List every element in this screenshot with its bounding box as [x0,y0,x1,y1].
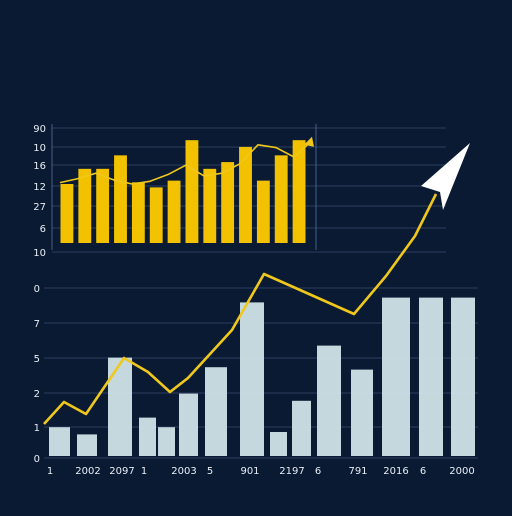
main-x-tick-label: 2197 [279,466,304,477]
inset-y-tick-label: 27 [33,202,46,213]
main-x-tick-label: 2016 [383,466,408,477]
inset-bar [60,184,74,243]
main-x-tick-label: 1 [47,466,53,477]
main-y-tick-label: 1 [34,423,40,434]
main-bar [451,297,475,456]
inset-bar [114,155,127,243]
main-bar [158,427,175,456]
main-bar [270,432,287,456]
inset-bar [149,187,163,243]
inset-bar [131,182,145,243]
main-bar [292,400,311,456]
main-bar [179,393,198,456]
inset-trend-line [59,140,313,185]
inset-bar [78,168,92,243]
inset-bar [239,146,252,243]
main-bar [317,345,341,456]
inset-bar [274,155,288,243]
main-bar [205,367,227,456]
main-trend-arrowhead [421,143,470,210]
inset-trend-arrowhead [304,136,314,147]
inset-y-tick-label: 12 [33,182,46,193]
main-x-tick-label: 6 [420,466,426,477]
inset-bar [221,162,235,243]
main-y-tick-label: 0 [34,284,40,295]
inset-bar [185,140,199,243]
main-y-tick-label: 2 [34,389,40,400]
main-x-tick-label: 2097 [109,466,134,477]
main-y-tick-label: 0 [34,454,40,465]
main-x-tick-label: 2000 [449,466,474,477]
inset-bar [96,168,110,243]
main-bar [240,302,264,456]
main-bar [351,369,373,456]
inset-chart: 90 10 16 12 27 6 10 [33,124,446,259]
inset-y-tick-label: 90 [33,124,46,135]
main-y-tick-label: 7 [34,319,40,330]
main-x-tick-label: 1 [141,466,147,477]
main-bar [139,417,156,456]
inset-y-tick-label: 16 [33,161,46,172]
main-x-tick-label: 5 [207,466,213,477]
inset-y-tick-label: 10 [33,143,46,154]
main-x-tick-label: 6 [315,466,321,477]
main-x-tick-label: 2002 [75,466,100,477]
inset-bar [167,180,181,243]
main-x-tick-label: 791 [348,466,367,477]
inset-bar [292,140,306,243]
main-trend-line [43,193,438,425]
main-x-tick-label: 901 [240,466,259,477]
inset-y-tick-label: 6 [40,224,46,235]
main-bar [108,357,132,456]
main-x-tick-label: 2003 [171,466,196,477]
inset-bar [203,168,217,243]
inset-y-tick-label: 10 [33,248,46,259]
inset-bar [256,180,270,243]
main-bar [382,297,410,456]
main-bar [419,297,443,456]
main-bar [77,434,97,456]
main-bar [49,427,70,456]
main-y-tick-label: 5 [34,354,40,365]
